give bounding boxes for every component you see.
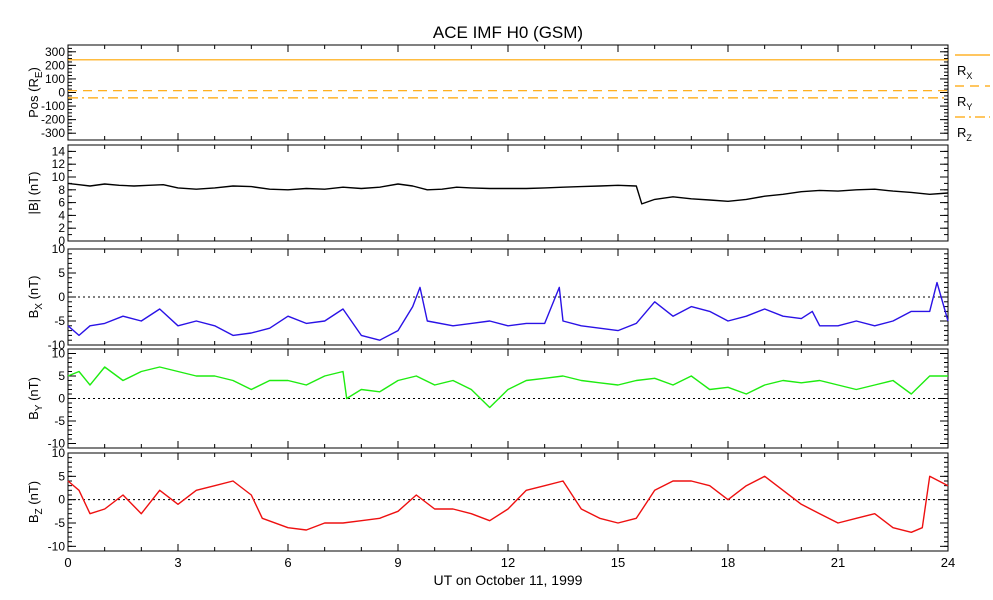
y-axis-label: BY (nT)	[26, 377, 45, 420]
series-line-bmag-0	[67, 182, 949, 205]
y-tick-label: -5	[54, 314, 65, 328]
y-tick-label: 10	[52, 242, 66, 256]
y-tick-label: 14	[52, 144, 66, 158]
y-tick-label: -5	[54, 516, 65, 530]
y-tick-label: 8	[58, 183, 65, 197]
legend-label: RX	[957, 63, 972, 81]
panel-by: -10 -5 0 5 10 BY (nT)	[26, 347, 949, 451]
y-tick-label: -5	[54, 414, 65, 428]
y-tick-label: 300	[45, 45, 65, 59]
x-tick-label: 3	[174, 555, 181, 570]
x-tick-label: 24	[941, 555, 955, 570]
series-line-by-0	[67, 366, 948, 409]
y-tick-label: 200	[45, 58, 65, 72]
panel-frame	[67, 144, 949, 242]
y-tick-label: 5	[58, 469, 65, 483]
y-tick-label: 10	[52, 347, 66, 361]
x-axis-label: UT on October 11, 1999	[434, 572, 583, 588]
y-tick-label: 0	[58, 493, 65, 507]
y-tick-label: -200	[41, 113, 65, 127]
y-tick-label: 4	[58, 208, 65, 222]
y-axis-label: BZ (nT)	[26, 481, 45, 523]
y-tick-label: 10	[52, 446, 66, 460]
x-tick-label: 0	[64, 555, 71, 570]
x-tick-label: 18	[721, 555, 735, 570]
x-tick-label: 15	[611, 555, 625, 570]
y-tick-label: 0	[58, 234, 65, 248]
y-tick-label: 5	[58, 369, 65, 383]
chart-title: ACE IMF H0 (GSM)	[433, 23, 583, 42]
y-tick-label: 0	[58, 392, 65, 406]
y-tick-label: 0	[58, 290, 65, 304]
y-tick-label: -300	[41, 126, 65, 140]
y-axis-label: BX (nT)	[26, 276, 45, 319]
x-tick-label: 21	[831, 555, 845, 570]
x-tick-label: 6	[284, 555, 291, 570]
y-tick-label: 6	[58, 196, 65, 210]
y-tick-label: 12	[52, 157, 66, 171]
legend-label: RZ	[957, 125, 972, 143]
y-tick-label: -10	[48, 539, 66, 553]
y-tick-label: 5	[58, 266, 65, 280]
y-tick-label: 10	[52, 170, 66, 184]
y-tick-label: -10	[48, 338, 66, 352]
x-tick-label: 9	[394, 555, 401, 570]
series-line-bx-0	[67, 281, 949, 341]
y-axis-label: Pos (RE)	[26, 67, 45, 118]
panel-frame	[67, 452, 949, 552]
y-tick-label: 100	[45, 72, 65, 86]
y-tick-label: 0	[58, 86, 65, 100]
y-tick-label: -100	[41, 99, 65, 113]
series-line-bz-0	[67, 475, 949, 533]
x-tick-label: 12	[501, 555, 515, 570]
legend-label: RY	[957, 94, 972, 112]
panel-bx: -10 -5 0 5 10 BX (nT)	[26, 242, 949, 352]
panel-bz: -10 -5 0 5 10 BZ (nT) 0 3 6 9 12 15 18 21 24	[26, 446, 955, 570]
y-tick-label: -10	[48, 437, 66, 451]
y-axis-label: |B| (nT)	[26, 172, 41, 215]
y-tick-label: 2	[58, 221, 65, 235]
